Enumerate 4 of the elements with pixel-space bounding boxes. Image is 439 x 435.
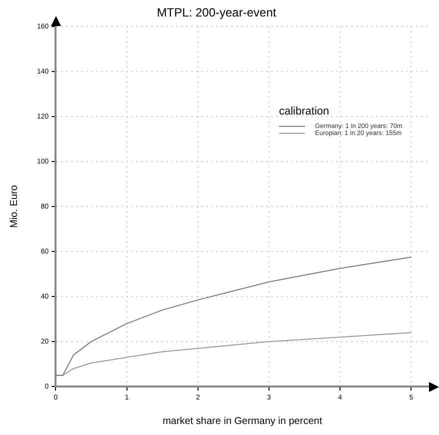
x-axis-title: market share in Germany in percent: [162, 416, 322, 427]
chart-title: MTPL: 200-year-event: [156, 6, 277, 20]
y-axis-title: Mio. Euro: [8, 184, 20, 228]
legend-title: calibration: [279, 105, 330, 118]
